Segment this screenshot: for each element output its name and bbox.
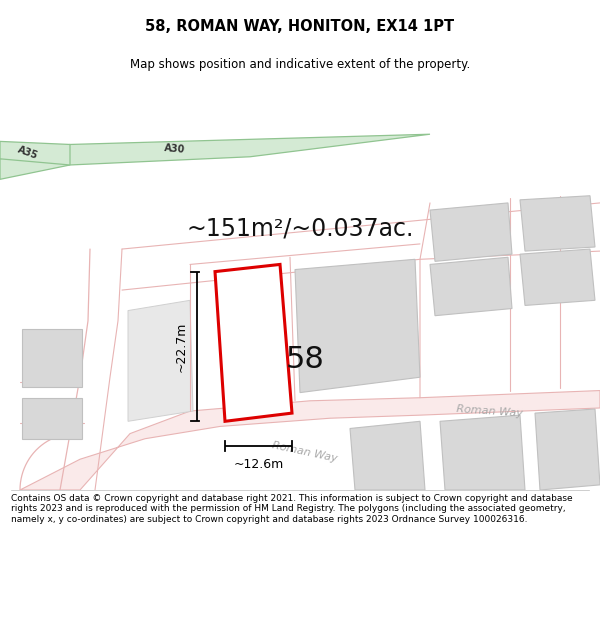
Text: Contains OS data © Crown copyright and database right 2021. This information is : Contains OS data © Crown copyright and d… [11, 494, 572, 524]
Polygon shape [0, 134, 430, 179]
Text: Map shows position and indicative extent of the property.: Map shows position and indicative extent… [130, 58, 470, 71]
Text: A35: A35 [16, 144, 40, 161]
Polygon shape [128, 301, 193, 421]
Polygon shape [430, 203, 512, 261]
Polygon shape [22, 329, 82, 388]
Polygon shape [0, 141, 70, 165]
Polygon shape [22, 398, 82, 439]
Polygon shape [295, 259, 420, 392]
Polygon shape [20, 391, 600, 490]
Polygon shape [535, 409, 600, 490]
Text: 58, ROMAN WAY, HONITON, EX14 1PT: 58, ROMAN WAY, HONITON, EX14 1PT [145, 19, 455, 34]
Text: 58: 58 [286, 345, 325, 374]
Polygon shape [215, 264, 292, 421]
Text: ~12.6m: ~12.6m [233, 458, 284, 471]
Polygon shape [520, 249, 595, 306]
Text: Roman Way: Roman Way [271, 440, 338, 464]
Polygon shape [520, 196, 595, 251]
Text: ~22.7m: ~22.7m [175, 321, 188, 372]
Text: A30: A30 [164, 142, 186, 154]
Text: Roman Way: Roman Way [457, 404, 524, 418]
Polygon shape [430, 258, 512, 316]
Polygon shape [350, 421, 425, 490]
Polygon shape [440, 415, 525, 490]
Text: ~151m²/~0.037ac.: ~151m²/~0.037ac. [187, 216, 413, 241]
